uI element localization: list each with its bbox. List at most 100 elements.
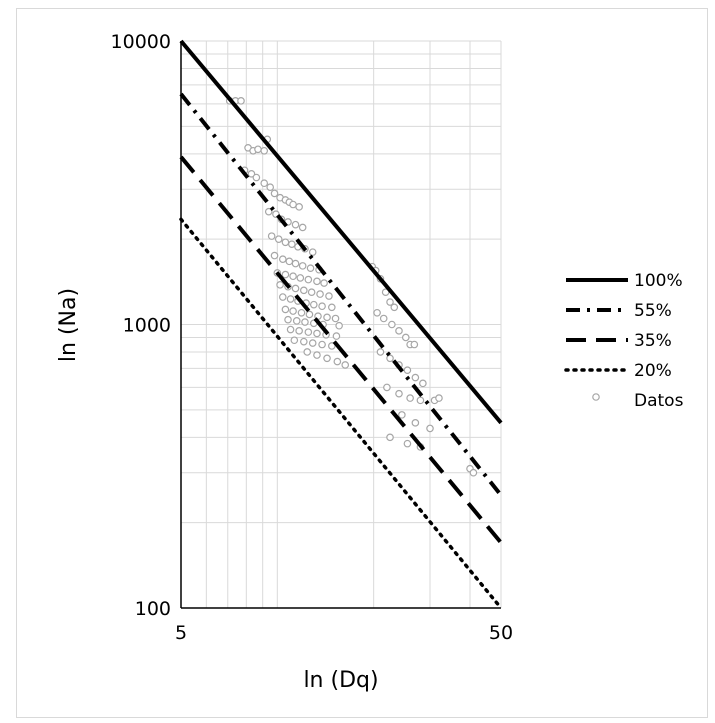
legend-label: 55% [634, 301, 672, 321]
data-point [386, 298, 394, 306]
data-point [274, 235, 283, 243]
data-point [281, 238, 290, 247]
data-point [304, 275, 313, 284]
x-tick-label: 5 [175, 622, 187, 644]
data-point [341, 361, 350, 369]
data-point [313, 329, 321, 338]
data-point [295, 327, 303, 335]
data-point [332, 332, 341, 340]
data-point [289, 272, 297, 281]
legend-label: 100% [634, 271, 683, 291]
data-point [411, 373, 420, 382]
series-line-35pct [179, 155, 503, 544]
data-point [386, 354, 394, 363]
data-point [318, 302, 326, 311]
data-point [291, 220, 300, 229]
data-point [289, 307, 297, 315]
data-point [286, 325, 295, 334]
legend-item: 100% [566, 271, 683, 291]
legend-item: Datos [592, 391, 684, 411]
data-point [395, 327, 403, 335]
data-point [281, 270, 290, 279]
data-point [304, 328, 313, 336]
x-axis-label: ln (Dq) [303, 668, 378, 693]
data-point [318, 340, 326, 349]
data-point [300, 286, 308, 295]
data-point [260, 146, 269, 155]
data-point [291, 284, 300, 293]
data-point [298, 262, 307, 270]
data-point [401, 333, 410, 342]
data-point [411, 419, 420, 427]
data-point [281, 305, 290, 314]
series-line-20pct [179, 217, 503, 610]
data-point [406, 394, 414, 402]
data-point [313, 277, 321, 286]
data-point [266, 183, 275, 192]
x-tick-label: 50 [489, 622, 513, 644]
data-point [264, 207, 273, 216]
legend-swatch [592, 393, 600, 401]
legend-item: 35% [566, 331, 672, 351]
data-point [398, 411, 406, 419]
data-point [386, 433, 394, 442]
data-point [403, 439, 412, 448]
data-point [331, 314, 340, 323]
data-point [303, 348, 312, 356]
legend-label: Datos [634, 391, 684, 411]
data-point [296, 274, 305, 282]
tick-labels: 100 1000 10000 5 50 [111, 31, 514, 644]
data-point [247, 170, 256, 178]
data-point [292, 317, 301, 325]
data-point [309, 300, 318, 309]
data-point [381, 288, 390, 296]
y-tick-label: 1000 [123, 315, 171, 337]
data-point [305, 310, 314, 319]
data-point [395, 389, 403, 398]
data-point [270, 251, 279, 260]
data-point [295, 203, 303, 211]
data-point [323, 313, 331, 322]
data-point [291, 259, 300, 268]
data-point [298, 223, 307, 232]
data-point [270, 189, 279, 198]
data-point [316, 290, 324, 298]
data-point [306, 264, 315, 272]
data-point [379, 314, 388, 323]
data-point [426, 424, 434, 433]
data-point [469, 468, 478, 477]
legend-label: 20% [634, 361, 672, 381]
data-point [308, 248, 317, 256]
data-point [278, 255, 287, 263]
y-tick-label: 100 [135, 598, 171, 620]
data-point [390, 303, 399, 312]
data-point [383, 383, 391, 392]
data-point [410, 340, 419, 349]
y-tick-label: 10000 [111, 31, 171, 53]
data-point [419, 379, 427, 388]
data-point [325, 292, 333, 300]
data-point [376, 348, 385, 356]
y-axis-label: ln (Na) [56, 288, 81, 362]
data-point [297, 308, 306, 317]
data-point [267, 232, 276, 240]
data-point [260, 179, 269, 188]
data-point [328, 342, 336, 350]
data-point [301, 318, 309, 326]
data-point [333, 357, 342, 366]
data-point [284, 315, 292, 324]
legend-label: 35% [634, 331, 672, 351]
data-point [335, 321, 343, 330]
data-point [308, 339, 317, 347]
data-point [288, 240, 296, 248]
data-point [323, 354, 331, 363]
data-point [313, 351, 321, 359]
series-line-55pct [179, 92, 503, 497]
series-line-100pct [179, 39, 503, 425]
legend-item: 55% [566, 301, 672, 321]
legend-item: 20% [564, 361, 672, 381]
data-point [285, 257, 294, 266]
axes [180, 41, 501, 609]
data-point [403, 366, 412, 374]
